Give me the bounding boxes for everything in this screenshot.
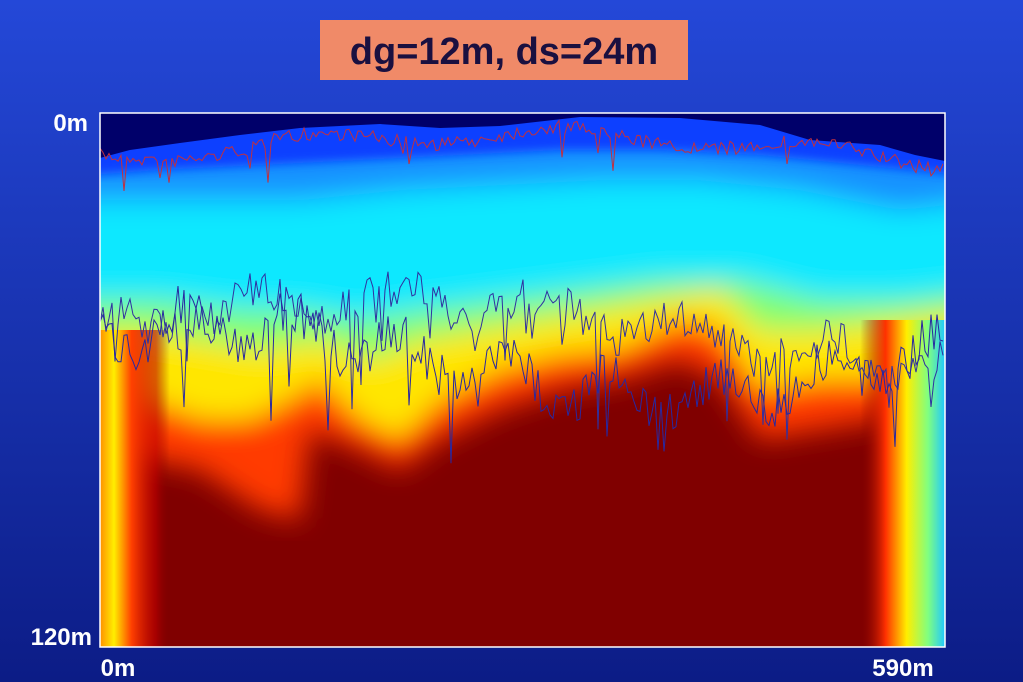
plot-frame <box>99 112 946 648</box>
x-axis-right-label: 590m <box>872 655 933 682</box>
tomogram <box>100 113 945 647</box>
title: dg=12m, ds=24m <box>350 31 658 73</box>
trace <box>100 119 944 191</box>
y-axis-top-label: 0m <box>53 110 88 137</box>
title-box <box>320 20 688 80</box>
y-axis-bottom-label: 120m <box>31 624 92 651</box>
trace <box>100 286 944 464</box>
x-axis-left-label: 0m <box>101 655 136 682</box>
trace <box>100 271 944 440</box>
